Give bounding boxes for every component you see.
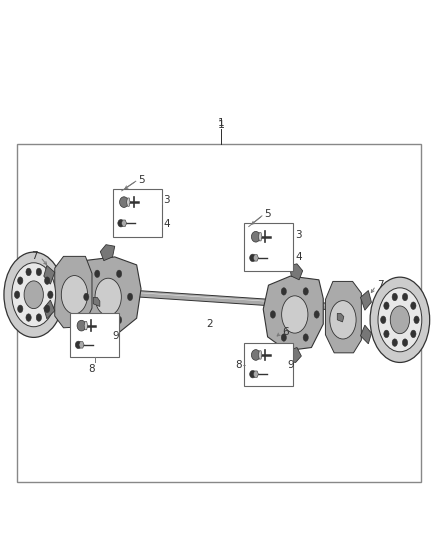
Ellipse shape <box>381 316 386 324</box>
Ellipse shape <box>84 293 89 301</box>
Ellipse shape <box>378 288 422 352</box>
Polygon shape <box>258 351 262 359</box>
Text: 3: 3 <box>163 196 170 205</box>
Polygon shape <box>360 290 371 310</box>
Ellipse shape <box>251 350 260 360</box>
Ellipse shape <box>95 316 100 324</box>
Ellipse shape <box>95 270 100 278</box>
Text: 9: 9 <box>112 331 119 341</box>
Ellipse shape <box>18 305 23 312</box>
Ellipse shape <box>370 277 430 362</box>
Polygon shape <box>100 245 115 261</box>
Text: 5: 5 <box>138 175 145 184</box>
Ellipse shape <box>392 339 397 346</box>
Bar <box>244 343 293 386</box>
Text: 6: 6 <box>282 327 289 336</box>
Ellipse shape <box>4 252 64 337</box>
Bar <box>17 144 421 482</box>
Ellipse shape <box>26 268 31 276</box>
Ellipse shape <box>403 339 408 346</box>
Text: 5: 5 <box>265 209 271 219</box>
Polygon shape <box>288 348 301 362</box>
Ellipse shape <box>303 334 308 341</box>
Text: 3: 3 <box>295 230 302 240</box>
Polygon shape <box>93 297 100 306</box>
Ellipse shape <box>250 254 256 262</box>
Polygon shape <box>96 288 337 310</box>
Bar <box>244 223 293 271</box>
Text: 2: 2 <box>206 319 212 329</box>
Text: 7: 7 <box>377 280 383 289</box>
Text: 8: 8 <box>88 364 95 374</box>
Polygon shape <box>290 264 303 280</box>
Ellipse shape <box>403 293 408 301</box>
Polygon shape <box>79 342 84 348</box>
Text: 1: 1 <box>218 118 225 128</box>
Ellipse shape <box>26 314 31 321</box>
Ellipse shape <box>384 330 389 337</box>
Ellipse shape <box>251 231 260 242</box>
Ellipse shape <box>120 197 128 207</box>
Polygon shape <box>263 276 323 351</box>
Text: 4: 4 <box>163 219 170 229</box>
Polygon shape <box>253 371 258 377</box>
Ellipse shape <box>77 320 86 331</box>
Polygon shape <box>325 281 361 353</box>
Ellipse shape <box>12 263 56 327</box>
Text: 4: 4 <box>295 252 302 262</box>
Polygon shape <box>360 325 371 344</box>
Polygon shape <box>55 256 92 328</box>
Ellipse shape <box>330 301 356 339</box>
Ellipse shape <box>411 330 416 337</box>
Ellipse shape <box>281 334 286 341</box>
Ellipse shape <box>18 277 23 285</box>
Bar <box>113 189 162 237</box>
Polygon shape <box>84 321 88 330</box>
Ellipse shape <box>303 288 308 295</box>
Text: 8: 8 <box>235 360 242 370</box>
Ellipse shape <box>384 302 389 310</box>
Ellipse shape <box>48 291 53 298</box>
Ellipse shape <box>45 277 50 285</box>
Polygon shape <box>102 332 116 346</box>
Ellipse shape <box>75 341 81 349</box>
Ellipse shape <box>414 316 419 324</box>
Ellipse shape <box>14 291 20 298</box>
Ellipse shape <box>61 276 88 314</box>
Text: 1: 1 <box>218 119 225 130</box>
Ellipse shape <box>282 296 308 333</box>
Ellipse shape <box>118 220 124 227</box>
Ellipse shape <box>392 293 397 301</box>
Ellipse shape <box>250 370 256 378</box>
Polygon shape <box>127 198 130 206</box>
Ellipse shape <box>36 314 42 321</box>
Ellipse shape <box>117 316 122 324</box>
Ellipse shape <box>24 281 43 309</box>
Ellipse shape <box>411 302 416 310</box>
Ellipse shape <box>45 305 50 312</box>
Polygon shape <box>121 220 127 227</box>
Polygon shape <box>258 232 262 241</box>
Polygon shape <box>253 255 258 261</box>
Ellipse shape <box>390 306 410 334</box>
Text: 9: 9 <box>287 360 294 370</box>
Polygon shape <box>44 300 55 319</box>
Ellipse shape <box>127 293 133 301</box>
Ellipse shape <box>95 278 121 316</box>
Ellipse shape <box>117 270 122 278</box>
Ellipse shape <box>281 288 286 295</box>
Ellipse shape <box>270 311 276 318</box>
Bar <box>70 313 119 357</box>
Ellipse shape <box>36 268 42 276</box>
Ellipse shape <box>314 311 319 318</box>
Polygon shape <box>44 265 55 284</box>
Polygon shape <box>78 257 141 334</box>
Text: 7: 7 <box>31 251 38 261</box>
Polygon shape <box>337 313 344 322</box>
